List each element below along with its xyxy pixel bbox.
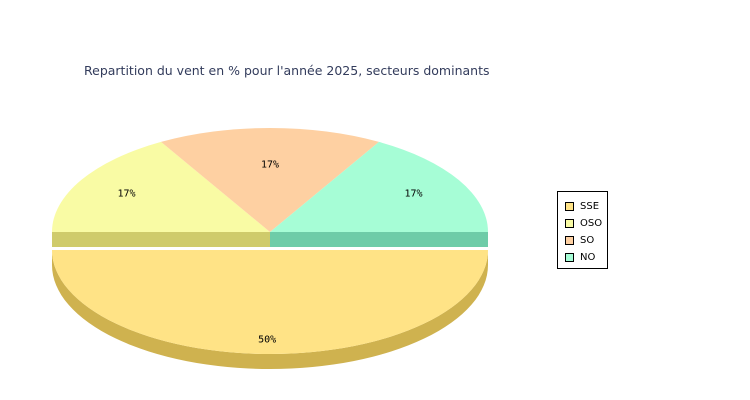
slice-label-no: 17% — [404, 189, 422, 200]
chart-title: Repartition du vent en % pour l'année 20… — [84, 63, 490, 78]
slice-label-oso: 17% — [117, 189, 135, 200]
slice-no — [270, 141, 488, 232]
legend-label-no: NO — [580, 252, 596, 263]
legend-swatch-oso — [565, 219, 574, 228]
slice-labels: 50% 17% 17% 17% — [117, 159, 422, 345]
slice-oso — [52, 141, 270, 232]
slice-face-no — [270, 232, 488, 247]
legend-item-so: SO — [558, 232, 607, 249]
legend-label-so: SO — [580, 235, 595, 246]
upper-slices — [52, 128, 488, 247]
legend-label-sse: SSE — [580, 201, 600, 212]
slice-so — [161, 128, 379, 232]
chart-legend: SSE OSO SO NO — [557, 191, 608, 269]
legend-swatch-so — [565, 236, 574, 245]
slice-sse — [52, 250, 488, 354]
legend-swatch-sse — [565, 202, 574, 211]
legend-item-oso: OSO — [558, 215, 607, 232]
slice-label-so: 17% — [261, 159, 279, 170]
legend-label-oso: OSO — [580, 218, 603, 229]
legend-item-no: NO — [558, 249, 607, 266]
slice-label-sse: 50% — [258, 334, 276, 345]
legend-swatch-no — [565, 253, 574, 262]
legend-item-sse: SSE — [558, 198, 607, 215]
lower-slice-group — [52, 250, 488, 369]
slice-face-oso — [52, 232, 270, 247]
